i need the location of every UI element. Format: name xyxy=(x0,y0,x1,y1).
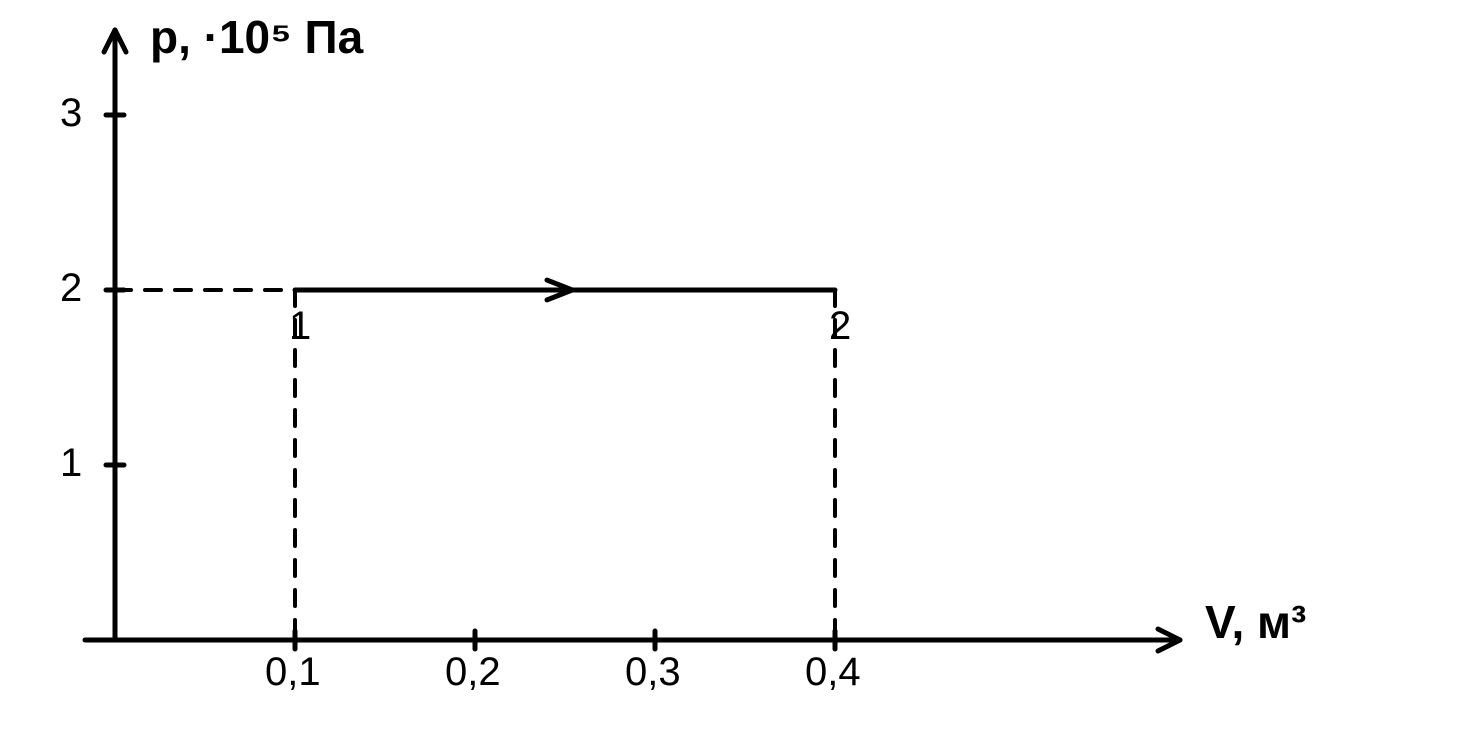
y-tick-label: 2 xyxy=(60,266,82,311)
y-axis-label: p, ·10⁵ Па xyxy=(150,10,363,64)
y-tick-label: 3 xyxy=(60,91,82,136)
pv-chart: { "chart": { "type": "line", "canvas": {… xyxy=(0,0,1476,743)
point-label: 2 xyxy=(829,304,851,349)
point-label: 1 xyxy=(289,304,311,349)
y-tick-label: 1 xyxy=(60,441,82,486)
x-tick-label: 0,2 xyxy=(445,650,501,695)
x-tick-label: 0,1 xyxy=(265,650,321,695)
x-tick-label: 0,4 xyxy=(805,650,861,695)
x-tick-label: 0,3 xyxy=(625,650,681,695)
x-axis-label: V, м³ xyxy=(1205,595,1306,649)
